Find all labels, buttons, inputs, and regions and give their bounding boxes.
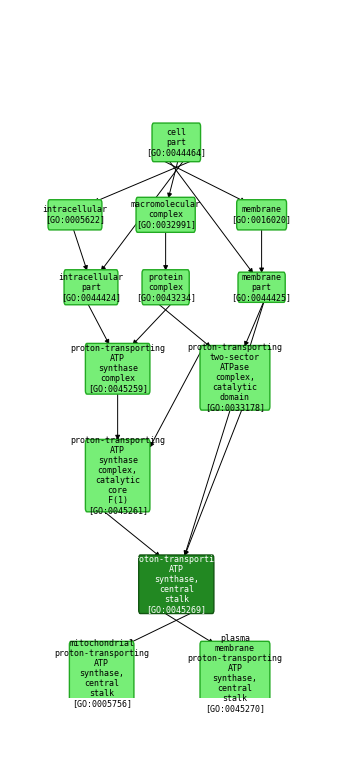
Text: cell
part
[GO:0044464]: cell part [GO:0044464] bbox=[146, 128, 206, 157]
FancyBboxPatch shape bbox=[200, 346, 270, 410]
FancyBboxPatch shape bbox=[85, 439, 150, 512]
FancyBboxPatch shape bbox=[200, 641, 270, 706]
FancyBboxPatch shape bbox=[136, 198, 195, 232]
Text: proton-transporting
two-sector
ATPase
complex,
catalytic
domain
[GO:0033178]: proton-transporting two-sector ATPase co… bbox=[187, 343, 282, 412]
Text: intracellular
part
[GO:0044424]: intracellular part [GO:0044424] bbox=[58, 273, 123, 302]
Text: intracellular
[GO:0005622]: intracellular [GO:0005622] bbox=[43, 205, 107, 224]
FancyBboxPatch shape bbox=[152, 123, 201, 162]
FancyBboxPatch shape bbox=[238, 272, 285, 303]
FancyBboxPatch shape bbox=[237, 200, 287, 230]
Text: membrane
part
[GO:0044425]: membrane part [GO:0044425] bbox=[232, 273, 292, 302]
Text: mitochondrial
proton-transporting
ATP
synthase,
central
stalk
[GO:0005756]: mitochondrial proton-transporting ATP sy… bbox=[54, 639, 149, 708]
Text: protein
complex
[GO:0043234]: protein complex [GO:0043234] bbox=[136, 273, 196, 302]
FancyBboxPatch shape bbox=[142, 270, 189, 305]
FancyBboxPatch shape bbox=[64, 270, 118, 305]
Text: proton-transporting
ATP
synthase,
central
stalk
[GO:0045269]: proton-transporting ATP synthase, centra… bbox=[129, 554, 224, 614]
Text: macromolecular
complex
[GO:0032991]: macromolecular complex [GO:0032991] bbox=[131, 200, 201, 230]
Text: proton-transporting
ATP
synthase
complex,
catalytic
core
F(1)
[GO:0045261]: proton-transporting ATP synthase complex… bbox=[70, 436, 165, 515]
FancyBboxPatch shape bbox=[139, 555, 214, 614]
Text: proton-transporting
ATP
synthase
complex
[GO:0045259]: proton-transporting ATP synthase complex… bbox=[70, 344, 165, 394]
Text: plasma
membrane
proton-transporting
ATP
synthase,
central
stalk
[GO:0045270]: plasma membrane proton-transporting ATP … bbox=[187, 634, 282, 713]
FancyBboxPatch shape bbox=[48, 200, 102, 230]
FancyBboxPatch shape bbox=[85, 343, 150, 394]
Text: membrane
[GO:0016020]: membrane [GO:0016020] bbox=[232, 205, 292, 224]
FancyBboxPatch shape bbox=[69, 641, 134, 706]
